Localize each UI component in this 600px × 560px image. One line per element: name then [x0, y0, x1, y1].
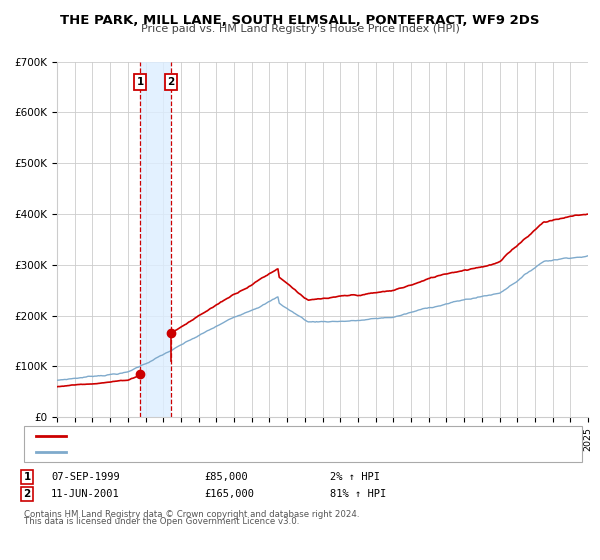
Text: 11-JUN-2001: 11-JUN-2001 — [51, 489, 120, 499]
Text: Contains HM Land Registry data © Crown copyright and database right 2024.: Contains HM Land Registry data © Crown c… — [24, 510, 359, 519]
Text: 81% ↑ HPI: 81% ↑ HPI — [330, 489, 386, 499]
Text: 2: 2 — [167, 77, 175, 87]
Text: 2: 2 — [23, 489, 31, 499]
Text: THE PARK, MILL LANE, SOUTH ELMSALL, PONTEFRACT, WF9 2DS (detached house): THE PARK, MILL LANE, SOUTH ELMSALL, PONT… — [69, 431, 458, 440]
Text: HPI: Average price, detached house, Wakefield: HPI: Average price, detached house, Wake… — [69, 447, 291, 456]
Text: This data is licensed under the Open Government Licence v3.0.: This data is licensed under the Open Gov… — [24, 517, 299, 526]
Text: £85,000: £85,000 — [204, 472, 248, 482]
Text: 1: 1 — [23, 472, 31, 482]
Text: £165,000: £165,000 — [204, 489, 254, 499]
Bar — [140, 62, 171, 417]
Text: 07-SEP-1999: 07-SEP-1999 — [51, 472, 120, 482]
Text: Price paid vs. HM Land Registry's House Price Index (HPI): Price paid vs. HM Land Registry's House … — [140, 24, 460, 34]
Text: 1: 1 — [136, 77, 143, 87]
Text: 2% ↑ HPI: 2% ↑ HPI — [330, 472, 380, 482]
Text: THE PARK, MILL LANE, SOUTH ELMSALL, PONTEFRACT, WF9 2DS: THE PARK, MILL LANE, SOUTH ELMSALL, PONT… — [60, 14, 540, 27]
